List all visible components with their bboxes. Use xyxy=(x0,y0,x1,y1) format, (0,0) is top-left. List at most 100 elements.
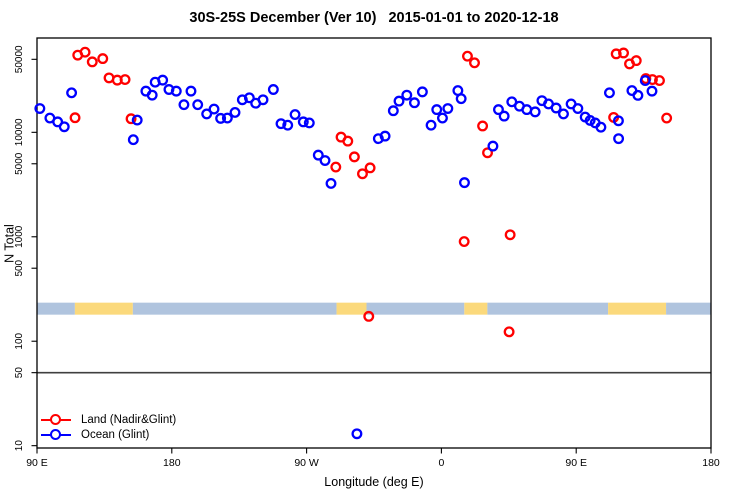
ocean-data-point xyxy=(612,115,624,127)
coast-band-segment-ocean xyxy=(37,302,75,315)
points-ocean xyxy=(34,74,658,440)
ocean-data-point xyxy=(192,99,204,111)
legend-item-ocean: Ocean (Glint) xyxy=(41,428,176,442)
land-data-point xyxy=(482,147,493,159)
land-data-point xyxy=(330,161,342,173)
y-tick-label: 500 xyxy=(14,259,25,276)
coast-band-segment-ocean xyxy=(666,302,711,315)
y-tick-label: 50 xyxy=(14,367,25,379)
land-data-point xyxy=(458,236,470,248)
coast-band-segment-land xyxy=(608,302,667,315)
land-data-point xyxy=(125,113,137,125)
chart-title: 30S-25S December (Ver 10) 2015-01-01 to … xyxy=(189,10,559,26)
ocean-data-point xyxy=(297,116,309,128)
ocean-data-point xyxy=(442,103,454,114)
x-tick-label: 180 xyxy=(702,457,720,469)
x-tick-label: 180 xyxy=(163,457,181,469)
ocean-data-point xyxy=(387,105,399,117)
land-data-point xyxy=(69,112,81,124)
ocean-data-point xyxy=(215,112,227,124)
ocean-data-point xyxy=(498,110,510,122)
ocean-data-point xyxy=(229,106,241,118)
ocean-data-point xyxy=(221,112,233,124)
land-data-point xyxy=(363,310,375,322)
land-data-point xyxy=(462,50,473,62)
ocean-data-point xyxy=(66,87,78,99)
ocean-data-point xyxy=(157,74,169,86)
y-tick-label: 100 xyxy=(14,332,25,349)
ocean-data-point xyxy=(639,75,651,87)
ocean-data-point xyxy=(595,121,607,133)
ocean-data-point xyxy=(58,121,70,133)
land-data-point xyxy=(477,120,489,132)
y-tick-label: 10 xyxy=(14,440,25,452)
coast-band-segment-land xyxy=(74,302,133,315)
ocean-data-point xyxy=(303,117,315,129)
land-marker-ring xyxy=(49,414,61,426)
legend-label-ocean: Ocean (Glint) xyxy=(81,429,150,441)
ocean-data-point xyxy=(408,97,420,109)
legend: Land (Nadir&Glint) Ocean (Glint) xyxy=(41,413,176,443)
ocean-data-point xyxy=(459,177,470,189)
ocean-data-point xyxy=(613,133,625,145)
plot-border xyxy=(36,37,712,449)
ocean-data-point xyxy=(127,134,139,146)
ocean-data-point xyxy=(325,177,337,189)
x-tick-label: 90 W xyxy=(294,457,319,469)
coast-band-segment-land xyxy=(336,302,367,315)
ocean-data-point xyxy=(267,84,279,95)
ocean-data-point xyxy=(550,102,562,114)
land-data-point xyxy=(661,112,673,124)
ocean-data-point xyxy=(289,109,301,120)
land-data-point xyxy=(342,135,354,147)
land-data-point xyxy=(504,229,516,241)
coast-band-segment-land xyxy=(464,302,488,315)
ocean-data-point xyxy=(425,119,437,131)
y-tick-label: 10000 xyxy=(14,118,25,146)
axis-ticks: 90 E 180 90 W 0 90 E 180 10 50 100 500 1000 5000 100… xyxy=(14,45,720,469)
ocean-data-point xyxy=(431,104,443,116)
ocean-data-point xyxy=(393,95,405,107)
ocean-data-point xyxy=(170,85,182,97)
ocean-data-point xyxy=(275,118,287,130)
land-data-point xyxy=(79,46,91,58)
ocean-data-point xyxy=(178,99,190,111)
x-tick-label: 90 E xyxy=(565,457,587,469)
ocean-data-point xyxy=(379,130,391,142)
ocean-data-point xyxy=(208,103,220,115)
land-data-point xyxy=(654,75,665,87)
land-data-point xyxy=(630,55,642,67)
ocean-data-point xyxy=(416,86,428,98)
land-data-point xyxy=(348,151,360,163)
ocean-data-point xyxy=(257,94,269,106)
ocean-marker-icon xyxy=(41,428,71,442)
ocean-data-point xyxy=(632,89,644,101)
ocean-data-point xyxy=(529,106,541,118)
land-data-point xyxy=(97,53,109,65)
ocean-data-point xyxy=(646,85,658,97)
ocean-data-point xyxy=(185,85,197,97)
land-marker-icon xyxy=(41,413,71,427)
ocean-data-point xyxy=(436,112,448,124)
land-data-point xyxy=(86,56,98,68)
ocean-data-point xyxy=(558,108,569,120)
ocean-data-point xyxy=(201,108,213,120)
y-tick-label: 5000 xyxy=(14,152,25,175)
y-tick-label: 50000 xyxy=(14,45,25,73)
ocean-data-point xyxy=(506,96,518,108)
ocean-data-point xyxy=(604,87,615,99)
land-data-point xyxy=(610,48,622,60)
land-data-point xyxy=(469,57,480,69)
land-data-point xyxy=(364,162,376,174)
ocean-data-point xyxy=(131,114,143,126)
coast-band-segment-ocean xyxy=(132,302,337,315)
coast-band-segment-ocean xyxy=(366,302,465,315)
ocean-data-point xyxy=(487,140,499,152)
ocean-data-point xyxy=(34,103,46,114)
x-tick-label: 0 xyxy=(438,457,444,469)
ocean-data-point xyxy=(455,93,467,105)
y-tick-label: 1000 xyxy=(14,225,25,248)
ocean-data-point xyxy=(493,104,504,116)
